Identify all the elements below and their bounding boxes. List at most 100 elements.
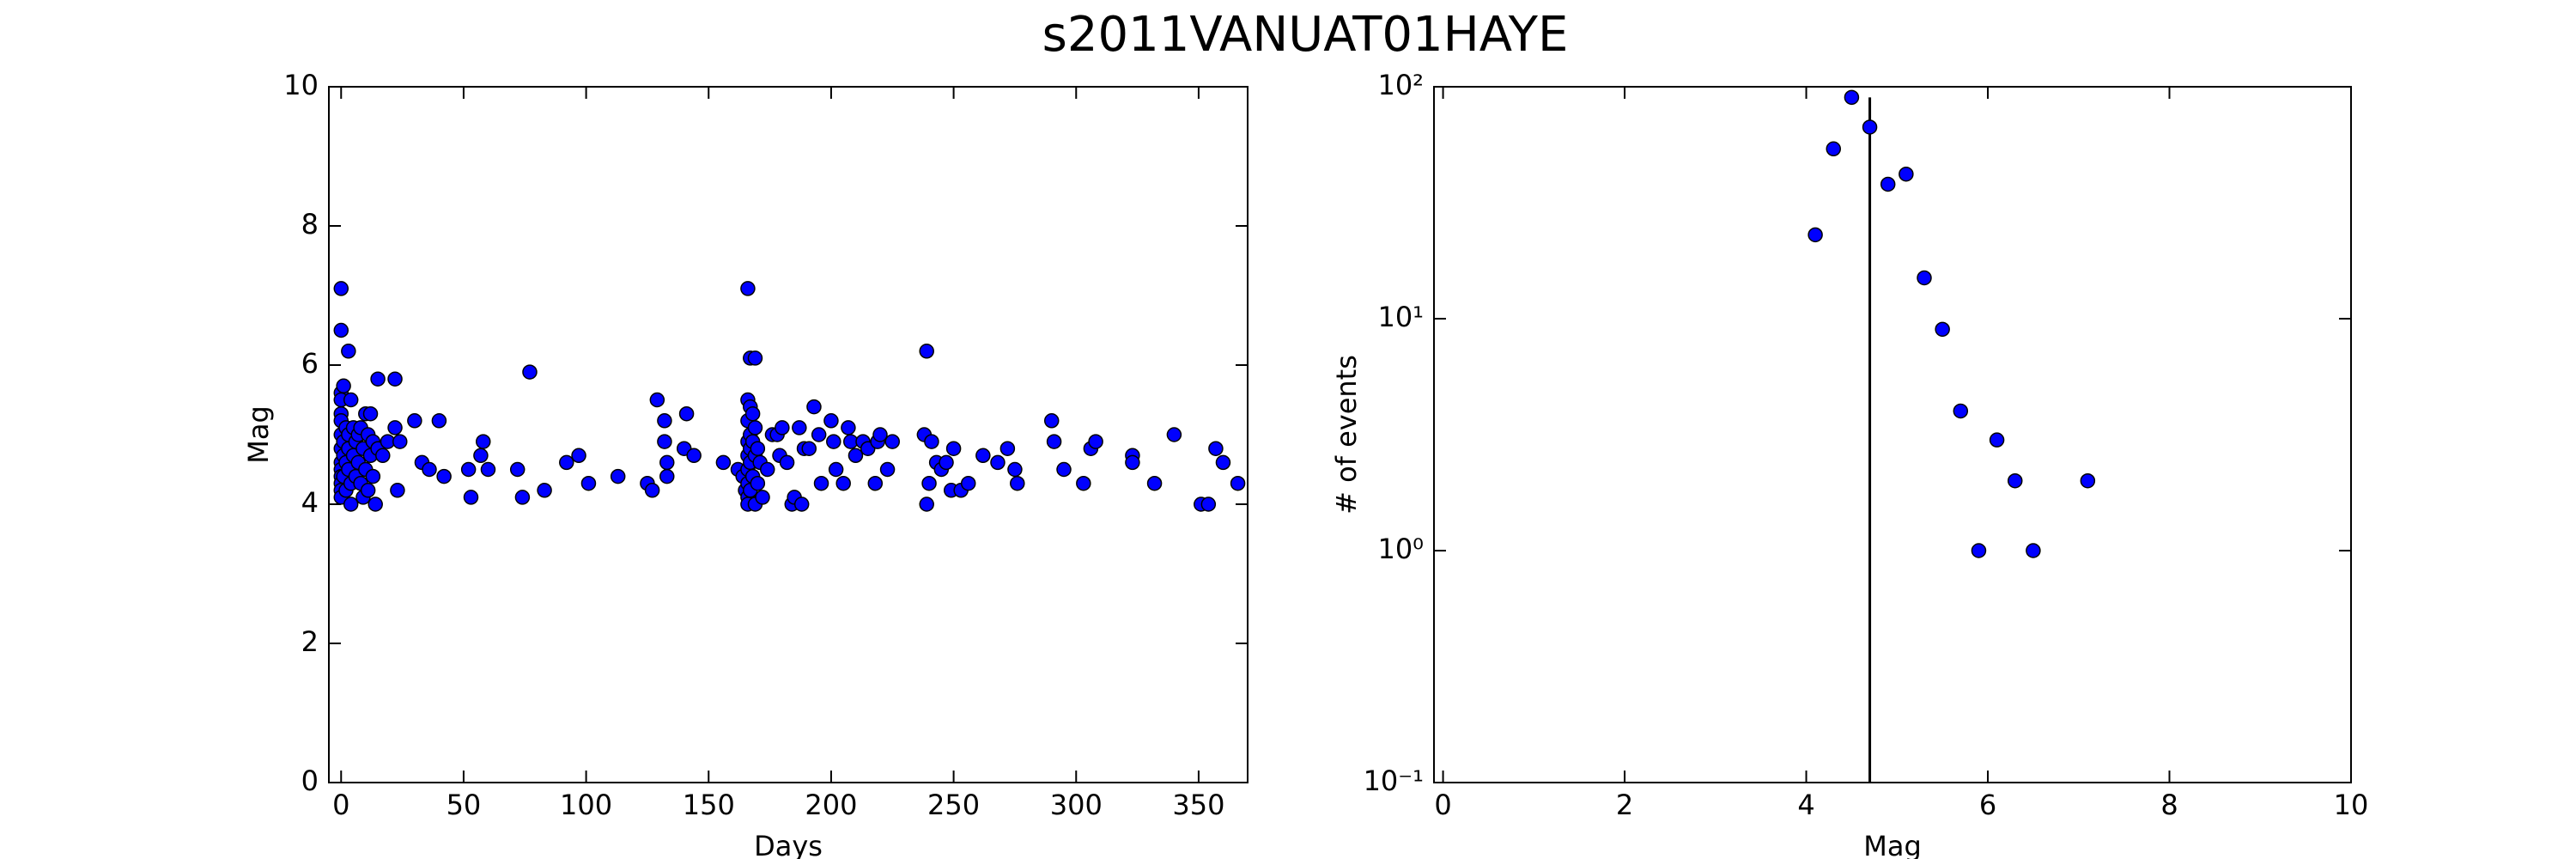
- point: [375, 448, 391, 464]
- axes: 0 50 100 150 200 250 300 350 0 2 4 6 8 10 Days Mag: [242, 69, 1249, 859]
- point: [390, 483, 405, 498]
- point: [775, 420, 790, 436]
- y-tick-label: 10⁰: [1377, 533, 1424, 565]
- x-tick-label: 8: [2160, 789, 2178, 821]
- point: [333, 281, 349, 296]
- x-tick-label: 150: [683, 789, 735, 821]
- point: [939, 454, 954, 471]
- point: [835, 475, 851, 491]
- y-tick-label: 4: [301, 486, 319, 519]
- figure-title: s2011VANUAT01HAYE: [1042, 7, 1569, 63]
- point: [1862, 119, 1878, 135]
- point: [387, 371, 403, 387]
- y-tick-label: 10⁻¹: [1364, 765, 1424, 797]
- y-tick-label: 10¹: [1377, 301, 1424, 333]
- point: [436, 468, 452, 484]
- x-tick-label: 10: [2334, 789, 2369, 821]
- point: [755, 490, 770, 505]
- point: [343, 392, 359, 408]
- point: [522, 364, 538, 380]
- point: [848, 448, 864, 464]
- point: [1043, 413, 1060, 429]
- point: [678, 405, 695, 422]
- point: [580, 475, 597, 491]
- point: [365, 468, 381, 484]
- x-tick-label: 0: [1434, 789, 1451, 821]
- point: [884, 434, 901, 449]
- y-tick-label: 0: [301, 765, 319, 797]
- point: [990, 454, 1005, 471]
- point: [759, 461, 775, 478]
- point: [740, 281, 756, 296]
- point: [747, 350, 763, 366]
- point: [422, 461, 437, 478]
- x-tick-label: 0: [332, 789, 349, 821]
- point: [2080, 472, 2096, 489]
- y-tick-label: 6: [301, 347, 319, 380]
- point: [686, 448, 702, 464]
- point: [610, 468, 626, 484]
- point: [463, 490, 479, 505]
- point: [924, 434, 939, 449]
- point: [747, 420, 763, 436]
- y-tick-label: 8: [301, 208, 319, 241]
- point: [1917, 270, 1932, 286]
- point: [960, 475, 976, 491]
- y-tick-label: 10: [283, 69, 319, 101]
- point: [1010, 475, 1025, 491]
- point: [649, 392, 665, 408]
- point: [1215, 454, 1231, 471]
- point: [715, 454, 732, 471]
- x-tick-label: 4: [1797, 789, 1814, 821]
- point: [750, 475, 766, 491]
- point: [559, 454, 574, 471]
- point: [657, 413, 672, 429]
- point: [1088, 434, 1103, 449]
- point: [919, 497, 934, 512]
- point: [792, 420, 807, 436]
- point: [919, 344, 934, 359]
- point: [1076, 475, 1091, 491]
- point: [975, 448, 991, 464]
- point: [514, 490, 531, 505]
- point: [879, 461, 896, 478]
- x-tick-label: 6: [1979, 789, 1996, 821]
- axes: 0 2 4 6 8 10 10⁻¹ 10⁰ 10¹ 10² Mag # of events: [1330, 69, 2368, 859]
- point: [1880, 176, 1896, 192]
- x-tick-label: 350: [1172, 789, 1224, 821]
- point: [1844, 89, 1860, 106]
- point: [343, 497, 359, 512]
- point: [1989, 432, 2005, 448]
- point: [1971, 543, 1987, 558]
- point: [813, 475, 829, 491]
- point: [407, 413, 422, 429]
- point: [537, 483, 552, 498]
- point: [793, 497, 810, 512]
- point: [779, 454, 795, 471]
- point: [806, 399, 822, 415]
- point: [333, 322, 349, 338]
- point: [659, 468, 675, 484]
- point: [1056, 461, 1072, 478]
- point: [828, 461, 844, 478]
- x-tick-label: 250: [927, 789, 980, 821]
- point: [473, 448, 489, 464]
- point: [480, 461, 496, 478]
- point: [867, 475, 884, 491]
- x-tick-label: 200: [805, 789, 857, 821]
- point: [811, 427, 827, 442]
- x-axis-label: Days: [754, 830, 823, 859]
- point: [2026, 543, 2041, 558]
- point: [387, 420, 403, 436]
- point: [801, 441, 817, 456]
- point: [336, 378, 351, 394]
- point: [1826, 141, 1842, 157]
- point: [750, 441, 766, 456]
- point: [460, 461, 477, 478]
- y-tick-label: 2: [301, 625, 319, 658]
- point: [744, 405, 761, 422]
- point: [370, 371, 386, 387]
